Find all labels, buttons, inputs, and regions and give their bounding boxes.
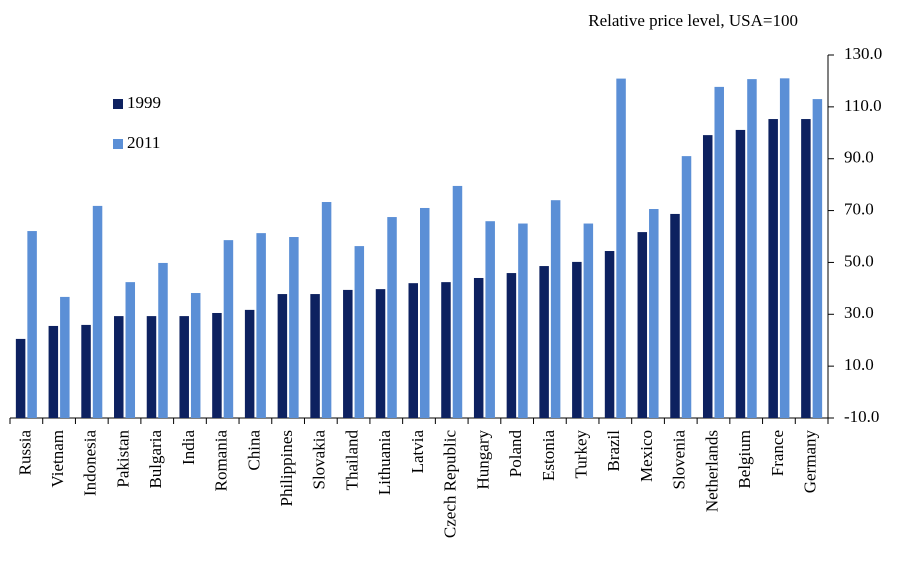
bar [343,289,353,418]
x-tick-label: Germany [801,430,820,494]
x-tick-label: Hungary [473,430,492,490]
legend-label: 1999 [127,93,161,112]
x-tick-label: Indonesia [81,430,100,497]
bar [637,232,648,418]
bar [81,324,91,418]
legend-swatch [113,139,123,149]
x-tick-label: Turkey [572,430,591,479]
bar [473,277,484,418]
x-tick-label: Philippines [277,430,296,507]
bar [670,213,680,418]
x-tick-label: Belgium [735,430,754,489]
x-tick-label: Slovakia [310,430,329,490]
x-tick-label: Lithuania [375,430,394,496]
bar [60,296,70,418]
bar [735,129,746,418]
bar [48,325,59,418]
bar [354,246,365,418]
bar [114,316,124,418]
x-tick-label: India [179,430,198,465]
bar [277,294,288,418]
y-tick-label: 30.0 [844,303,874,322]
bar [441,282,451,418]
bar [572,261,582,418]
x-tick-label: Latvia [408,430,427,474]
x-tick-label: Vietnam [48,430,67,488]
bar [649,209,659,418]
x-tick-label: Poland [506,430,525,478]
bar [158,262,168,418]
x-tick-label: Pakistan [113,430,132,488]
bar [310,294,320,418]
bar [244,309,255,418]
x-tick-label: Thailand [342,430,361,491]
bar [506,273,517,418]
bar [375,289,386,418]
bar [452,185,463,418]
bar [616,78,626,418]
bar [812,99,823,418]
bar [518,223,528,418]
bar [190,293,201,418]
x-tick-label: Netherlands [702,430,721,512]
x-tick-label: France [768,430,787,476]
bar [321,202,332,418]
bar [408,283,418,418]
bar [768,119,778,418]
bar [256,233,266,418]
x-tick-label: Slovenia [670,430,689,490]
bar [420,207,430,418]
bar [539,266,549,418]
bar [485,221,495,418]
x-tick-label: Bulgaria [146,430,165,489]
bar [702,135,713,418]
x-tick-label: Brazil [604,430,623,472]
y-tick-label: -10.0 [844,407,879,426]
y-tick-label: 10.0 [844,355,874,374]
bar [681,156,692,418]
bar [223,240,234,418]
bar [779,78,790,418]
chart-subtitle: Relative price level, USA=100 [588,11,798,30]
bar [583,223,594,418]
x-tick-label: Russia [15,430,34,476]
bar [604,251,615,418]
bar [15,338,26,418]
y-tick-label: 70.0 [844,199,874,218]
bar [146,316,157,418]
bar [387,217,397,418]
legend-swatch [113,99,123,109]
bar [125,282,136,418]
x-tick-label: Mexico [637,430,656,482]
bar [212,312,222,418]
bar [27,231,37,418]
legend-label: 2011 [127,133,160,152]
bar [289,237,299,418]
x-tick-label: China [244,430,263,471]
x-tick-label: Romania [212,430,231,492]
y-tick-label: 130.0 [844,44,882,63]
y-tick-label: 110.0 [844,96,882,115]
bar [714,86,724,418]
bar [179,316,189,418]
y-tick-label: 50.0 [844,251,874,270]
x-tick-label: Czech Republic [441,430,460,539]
x-tick-label: Estonia [539,430,558,481]
bar [550,200,561,418]
bar [747,79,757,418]
bar [801,119,811,418]
bar [92,205,103,418]
y-tick-label: 90.0 [844,148,874,167]
